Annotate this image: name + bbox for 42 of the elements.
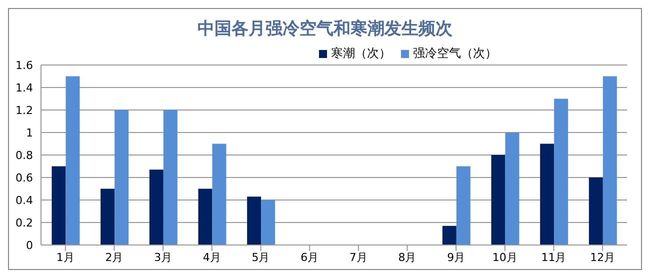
x-tick-label: 1月 xyxy=(56,250,74,264)
bar xyxy=(442,226,456,245)
x-tick-label: 2月 xyxy=(105,250,124,264)
x-tick-label: 6月 xyxy=(300,250,319,264)
bar xyxy=(100,188,115,245)
bar xyxy=(602,76,617,245)
bar xyxy=(491,155,506,245)
y-tick-label: 0 xyxy=(26,238,33,252)
x-tick-label: 5月 xyxy=(252,250,270,264)
y-tick-label: 0.4 xyxy=(16,194,33,207)
legend-label: 寒潮（次） xyxy=(331,46,391,60)
x-tick-label: 11月 xyxy=(541,250,566,264)
bar xyxy=(198,188,212,245)
y-tick-label: 1.2 xyxy=(16,104,33,117)
bar xyxy=(588,178,603,245)
chart-title: 中国各月强冷空气和寒潮发生频次 xyxy=(196,18,454,41)
bar xyxy=(247,196,262,245)
bar xyxy=(540,144,554,245)
y-tick-label: 0.8 xyxy=(16,148,33,162)
y-tick-label: 1.4 xyxy=(16,81,33,94)
x-tick-label: 3月 xyxy=(154,250,172,264)
x-tick-label: 9月 xyxy=(447,250,466,264)
y-tick-label: 0.6 xyxy=(16,171,33,184)
bar xyxy=(554,98,568,245)
x-tick-label: 4月 xyxy=(202,250,221,264)
x-tick-label: 12月 xyxy=(590,250,616,264)
bar xyxy=(261,200,276,245)
bar xyxy=(163,110,178,245)
bar xyxy=(52,166,66,245)
bar xyxy=(505,132,520,245)
bar xyxy=(114,110,129,245)
y-tick-label: 0.2 xyxy=(16,216,33,230)
bar xyxy=(66,76,80,245)
bar xyxy=(212,144,226,245)
x-tick-label: 7月 xyxy=(349,250,368,264)
x-tick-label: 8月 xyxy=(398,250,416,264)
legend-label: 强冷空气（次） xyxy=(413,46,497,60)
y-tick-label: 1 xyxy=(26,126,33,140)
x-tick-label: 10月 xyxy=(492,250,518,264)
y-tick-label: 1.6 xyxy=(16,58,33,72)
bar xyxy=(149,170,164,245)
bar xyxy=(456,166,470,245)
